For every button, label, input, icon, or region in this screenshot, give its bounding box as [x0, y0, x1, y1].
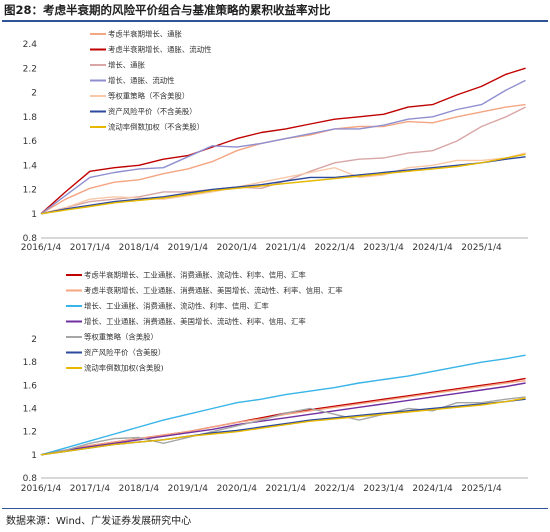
- x-tick-label: 2018/1/4: [119, 484, 160, 494]
- legend: 考虑半衰期增长、通胀考虑半衰期增长、通胀、流动性增长、通胀增长、通胀、流动性等权…: [90, 30, 211, 132]
- series-line-4: [40, 382, 526, 456]
- y-tick-label: 2: [31, 335, 37, 345]
- figure-title: 图28：考虑半衰期的风险平价组合与基准策略的累积收益率对比: [4, 3, 331, 17]
- x-tick-label: 2022/1/4: [314, 484, 355, 494]
- y-tick-label: 1.2: [23, 428, 37, 438]
- footer-rule: [2, 508, 548, 509]
- legend-label: 考虑半衰期增长、工业通胀、消费通胀、美国增长、流动性、利率、信用、汇率: [84, 286, 343, 295]
- y-tick-label: 1: [31, 451, 37, 461]
- x-tick-label: 2016/1/4: [21, 484, 62, 494]
- chart-panel-2: 0.8 1 1.2 1.4 1.6 1.8 2 2016/1/4 2017/1/4 2018/1/…: [21, 271, 528, 494]
- x-tick-label: 2025/1/4: [461, 484, 502, 494]
- x-tick-label: 2023/1/4: [363, 243, 404, 253]
- y-tick-label: 2: [31, 89, 37, 99]
- legend-label: 考虑半衰期增长、工业通胀、消费通胀、流动性、利率、信用、汇率: [84, 271, 306, 280]
- y-tick-label: 0.8: [23, 474, 38, 484]
- legend-label: 资产风险平价（含美股）: [84, 348, 165, 357]
- data-source: 数据来源：Wind、广发证券发展研究中心: [6, 516, 192, 527]
- y-tick-label: 1.8: [23, 113, 38, 123]
- series-line-3: [40, 354, 526, 456]
- legend-label: 增长、工业通胀、消费通胀、流动性、利率、信用、汇率: [84, 302, 269, 311]
- y-tick-label: 1: [31, 210, 37, 220]
- x-tick-label: 2025/1/4: [461, 243, 502, 253]
- y-tick-label: 2.4: [23, 40, 38, 50]
- series-line-7: [40, 153, 526, 215]
- legend-label: 资产风险平价（不含美股）: [108, 107, 197, 116]
- legend-label: 流动率倒数加权(含美股): [84, 364, 164, 373]
- series-line-5: [40, 396, 526, 456]
- series-line-5: [40, 152, 526, 215]
- y-tick-label: 2.2: [23, 64, 37, 74]
- legend-label: 增长、通胀、流动性: [108, 76, 175, 85]
- x-tick-label: 2017/1/4: [70, 243, 111, 253]
- x-tick-label: 2019/1/4: [168, 484, 209, 494]
- series-line-2: [40, 380, 526, 456]
- legend-label: 等权重策略（含美股）: [84, 333, 158, 342]
- y-tick-label: 1.6: [23, 137, 38, 147]
- y-tick-label: 1.2: [23, 186, 37, 196]
- series-line-4: [40, 79, 526, 215]
- x-tick-label: 2023/1/4: [363, 484, 404, 494]
- legend-label: 流动率倒数加权（不含美股）: [108, 123, 204, 132]
- x-tick-label: 2024/1/4: [412, 243, 453, 253]
- y-tick-label: 1.4: [23, 405, 38, 415]
- x-tick-label: 2018/1/4: [119, 243, 160, 253]
- legend-label: 等权重策略（不含美股）: [108, 92, 189, 101]
- y-tick-label: 1.8: [23, 358, 38, 368]
- x-tick-label: 2016/1/4: [21, 243, 62, 253]
- x-tick-label: 2020/1/4: [217, 484, 258, 494]
- legend: 考虑半衰期增长、工业通胀、消费通胀、流动性、利率、信用、汇率考虑半衰期增长、工业…: [66, 271, 343, 373]
- title-rule: [2, 20, 548, 22]
- legend-label: 增长、工业通胀、消费通胀、美国增长、流动性、利率、信用、汇率: [84, 317, 306, 326]
- x-tick-label: 2024/1/4: [412, 484, 453, 494]
- y-tick-label: 0.8: [23, 234, 38, 244]
- y-tick-label: 1.4: [23, 161, 38, 171]
- x-tick-label: 2019/1/4: [168, 243, 209, 253]
- series-line-2: [40, 67, 526, 215]
- x-tick-label: 2017/1/4: [70, 484, 111, 494]
- x-tick-label: 2020/1/4: [217, 243, 258, 253]
- x-tick-label: 2021/1/4: [266, 484, 307, 494]
- legend-label: 增长、通胀: [108, 61, 146, 70]
- chart-panel-1: 0.8 1 1.2 1.4 1.6 1.8 2 2.2 2.4 2016/1/4 2017/1/4 2…: [21, 30, 528, 253]
- series-line-7: [40, 397, 526, 456]
- series-line-6: [40, 156, 526, 215]
- x-tick-label: 2021/1/4: [266, 243, 307, 253]
- x-tick-label: 2022/1/4: [314, 243, 355, 253]
- y-tick-label: 1.6: [23, 381, 38, 391]
- legend-label: 考虑半衰期增长、通胀、流动性: [108, 45, 211, 54]
- legend-label: 考虑半衰期增长、通胀: [108, 30, 183, 39]
